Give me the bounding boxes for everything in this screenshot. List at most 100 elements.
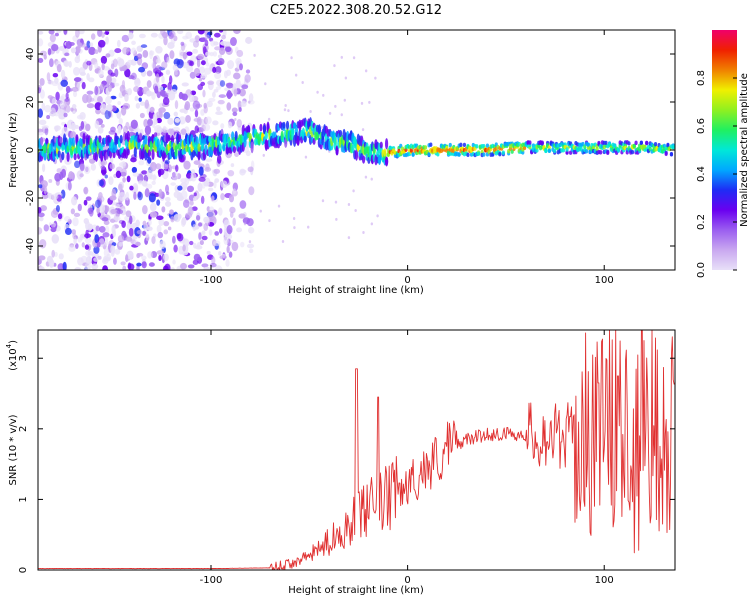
heatmap-cell <box>63 112 68 118</box>
heatmap-cell <box>229 206 236 214</box>
heatmap-cell <box>77 257 84 266</box>
heatmap-cell <box>125 191 130 201</box>
heatmap-cell <box>167 117 174 125</box>
heatmap-cell <box>152 173 157 182</box>
heatmap-cell <box>384 138 389 150</box>
heatmap-cell <box>150 32 158 38</box>
heatmap-cell <box>75 30 80 38</box>
heatmap-cell <box>229 211 234 218</box>
heatmap-cell <box>209 262 217 268</box>
heatmap-cell <box>285 120 290 130</box>
heatmap-cell <box>100 145 104 152</box>
heatmap-cell <box>113 257 117 265</box>
heatmap-cell <box>46 255 53 263</box>
heatmap-cell <box>126 175 131 183</box>
heatmap-cell <box>105 96 113 105</box>
heatmap-cell <box>205 62 210 67</box>
heatmap-cell <box>383 148 387 157</box>
heatmap-cell <box>104 236 109 246</box>
heatmap-cell <box>108 176 114 186</box>
heatmap-cell <box>320 125 324 129</box>
heatmap-cell <box>226 102 232 111</box>
heatmap-cell <box>212 91 216 98</box>
heatmap-cell <box>130 72 137 80</box>
heatmap-cell <box>51 249 56 258</box>
heatmap-cell <box>569 150 573 155</box>
heatmap-cell <box>71 196 78 206</box>
heatmap-cell <box>547 148 551 154</box>
heatmap-cell <box>198 222 203 227</box>
heatmap-cell <box>245 69 251 74</box>
heatmap-cell <box>208 97 216 102</box>
heatmap-cell <box>321 199 325 203</box>
heatmap-cell <box>238 107 242 112</box>
heatmap-cell <box>368 100 371 104</box>
heatmap-cell <box>110 208 117 214</box>
heatmap-cell <box>233 72 241 80</box>
heatmap-cell <box>49 107 56 117</box>
heatmap-cell <box>131 47 137 54</box>
heatmap-cell <box>212 51 218 57</box>
heatmap-cell <box>155 65 162 73</box>
heatmap-cell <box>145 233 150 238</box>
heatmap-cell <box>304 155 308 159</box>
heatmap-cell <box>79 173 84 178</box>
heatmap-cell <box>218 207 223 216</box>
heatmap-cell <box>162 97 170 106</box>
heatmap-cell <box>109 195 117 201</box>
heatmap-cell <box>248 93 254 103</box>
heatmap-cell <box>335 217 338 221</box>
snr-multiplier-exp: 4 <box>5 343 13 348</box>
y-tick-label: 1 <box>18 496 29 502</box>
heatmap-cell <box>126 130 130 143</box>
heatmap-cell <box>214 72 222 80</box>
heatmap-cell <box>86 40 91 49</box>
colorbar-tick-label: 0.2 <box>696 214 707 230</box>
heatmap-cell <box>198 77 203 82</box>
heatmap-cell <box>236 49 244 58</box>
heatmap-cell <box>102 265 109 270</box>
heatmap-cell <box>54 251 58 257</box>
heatmap-cell <box>157 231 164 239</box>
heatmap-cell <box>38 57 44 63</box>
heatmap-cell <box>218 47 226 56</box>
heatmap-cell <box>79 71 86 76</box>
heatmap-cell <box>131 166 138 174</box>
heatmap-cell <box>198 166 204 176</box>
x-tick-label: 100 <box>595 275 614 286</box>
heatmap-cell <box>70 47 77 54</box>
heatmap-cell <box>122 102 131 110</box>
y-tick-label: -40 <box>25 238 36 254</box>
heatmap-cell <box>236 119 242 128</box>
heatmap-cell <box>218 30 224 33</box>
heatmap-cell <box>547 145 551 150</box>
heatmap-cell <box>194 109 199 118</box>
heatmap-cell <box>166 56 171 64</box>
heatmap-cell <box>109 163 115 170</box>
heatmap-cell <box>47 95 53 100</box>
heatmap-cell <box>328 111 332 115</box>
heatmap-cell <box>38 227 43 235</box>
heatmap-cell <box>213 88 219 93</box>
heatmap-cell <box>207 187 214 192</box>
heatmap-cell <box>165 69 171 75</box>
heatmap-cell <box>83 165 91 175</box>
heatmap-cell <box>185 212 193 219</box>
heatmap-cell <box>128 32 134 40</box>
heatmap-cell <box>200 109 205 116</box>
heatmap-cell <box>429 142 433 147</box>
heatmap-cell <box>168 32 174 40</box>
heatmap-cell <box>666 142 670 148</box>
heatmap-cell <box>259 123 263 132</box>
heatmap-cell <box>384 156 389 166</box>
heatmap-cell <box>482 152 486 157</box>
heatmap-cell <box>214 231 220 236</box>
heatmap-cell <box>99 204 106 213</box>
heatmap-cell <box>457 152 461 157</box>
heatmap-cell <box>160 90 167 98</box>
heatmap-cell <box>409 148 413 153</box>
heatmap-cell <box>201 235 208 241</box>
heatmap-cell <box>72 110 76 115</box>
heatmap-cell <box>120 66 127 72</box>
heatmap-cell <box>133 191 137 201</box>
